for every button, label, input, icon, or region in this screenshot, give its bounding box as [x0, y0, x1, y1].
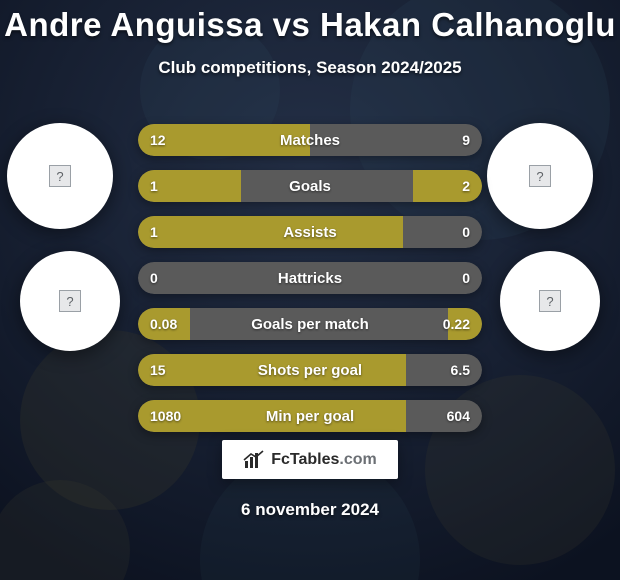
- stat-right-value: 0: [462, 216, 470, 248]
- avatar-player-left: ?: [7, 123, 113, 229]
- stat-label: Matches: [138, 124, 482, 156]
- stat-row: 1Assists0: [138, 216, 482, 248]
- logo-suffix: .com: [339, 451, 376, 468]
- stat-row: 1080Min per goal604: [138, 400, 482, 432]
- stat-label: Assists: [138, 216, 482, 248]
- stat-label: Shots per goal: [138, 354, 482, 386]
- missing-image-icon: ?: [49, 165, 71, 187]
- logo-text: FcTables.com: [271, 451, 377, 469]
- subtitle: Club competitions, Season 2024/2025: [0, 58, 620, 78]
- fctables-logo: FcTables.com: [222, 440, 398, 479]
- footer-date: 6 november 2024: [0, 500, 620, 520]
- logo-brand: FcTables: [271, 451, 339, 468]
- stat-label: Goals: [138, 170, 482, 202]
- comparison-bars: 12Matches91Goals21Assists00Hattricks00.0…: [138, 124, 482, 446]
- stat-row: 0Hattricks0: [138, 262, 482, 294]
- missing-image-icon: ?: [59, 290, 81, 312]
- stat-right-value: 0.22: [443, 308, 470, 340]
- chart-icon: [243, 450, 265, 470]
- stat-label: Min per goal: [138, 400, 482, 432]
- missing-image-icon: ?: [529, 165, 551, 187]
- page-title: Andre Anguissa vs Hakan Calhanoglu: [0, 0, 620, 44]
- stat-row: 12Matches9: [138, 124, 482, 156]
- avatar-player-right: ?: [487, 123, 593, 229]
- stat-right-value: 6.5: [451, 354, 470, 386]
- stat-label: Hattricks: [138, 262, 482, 294]
- avatar-club-left: ?: [20, 251, 120, 351]
- stat-right-value: 0: [462, 262, 470, 294]
- missing-image-icon: ?: [539, 290, 561, 312]
- stat-right-value: 9: [462, 124, 470, 156]
- stat-row: 15Shots per goal6.5: [138, 354, 482, 386]
- avatar-club-right: ?: [500, 251, 600, 351]
- stat-right-value: 2: [462, 170, 470, 202]
- stat-right-value: 604: [447, 400, 470, 432]
- stat-row: 1Goals2: [138, 170, 482, 202]
- stat-label: Goals per match: [138, 308, 482, 340]
- stat-row: 0.08Goals per match0.22: [138, 308, 482, 340]
